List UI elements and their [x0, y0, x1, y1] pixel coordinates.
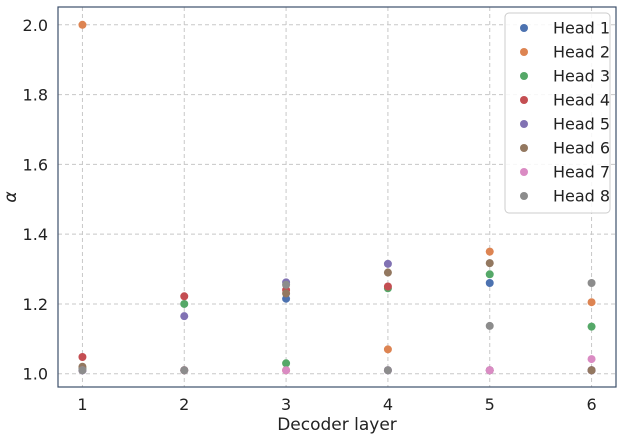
data-point: [383, 345, 392, 354]
data-point: [485, 366, 494, 375]
x-tick-label: 4: [383, 395, 393, 414]
legend-label: Head 4: [553, 91, 610, 110]
legend-label: Head 5: [553, 115, 610, 134]
data-point: [282, 366, 291, 375]
legend: Head 1 Head 2 Head 3 Head 4 Head 5 Head 6 Head…: [504, 12, 611, 214]
data-point: [78, 20, 87, 29]
legend-label: Head 7: [553, 163, 610, 182]
x-tick-label: 2: [179, 395, 189, 414]
y-tick-label: 1.4: [23, 225, 48, 244]
data-point: [180, 312, 189, 321]
legend-marker: [520, 24, 528, 32]
data-point: [282, 280, 291, 289]
data-point: [78, 366, 87, 375]
y-tick-label: 1.2: [23, 295, 48, 314]
legend-box: [504, 12, 611, 214]
data-points: [78, 20, 596, 375]
x-tick-label: 6: [586, 395, 596, 414]
legend-label: Head 3: [553, 67, 610, 86]
plot-frame: [57, 6, 617, 388]
x-tick-label: 1: [77, 395, 87, 414]
data-point: [383, 268, 392, 277]
data-point: [485, 279, 494, 288]
legend-label: Head 6: [553, 139, 610, 158]
y-tick-label: 2.0: [23, 16, 48, 35]
data-point: [587, 355, 596, 364]
data-point: [78, 352, 87, 361]
legend-marker: [520, 192, 528, 200]
data-point: [485, 259, 494, 268]
legend-marker: [520, 72, 528, 80]
x-tick-label: 5: [485, 395, 495, 414]
data-point: [282, 359, 291, 368]
y-tick-label: 1.6: [23, 155, 48, 174]
data-point: [383, 282, 392, 291]
x-axis-label: Decoder layer: [277, 415, 397, 435]
legend-marker: [520, 48, 528, 56]
x-tick-label: 3: [281, 395, 291, 414]
y-tick-label: 1.8: [23, 86, 48, 105]
legend-marker: [520, 120, 528, 128]
legend-label: Head 2: [553, 43, 610, 62]
data-point: [180, 292, 189, 301]
data-point: [587, 366, 596, 375]
data-point: [587, 298, 596, 307]
tick-labels: 1 2 3 4 5 6 1.0 1.2 1.4 1.6 1.8 2.0: [23, 16, 597, 414]
data-point: [485, 247, 494, 256]
data-point: [587, 279, 596, 288]
data-point: [383, 366, 392, 375]
data-point: [485, 270, 494, 279]
legend-label: Head 1: [553, 19, 610, 38]
legend-marker: [520, 168, 528, 176]
legend-label: Head 8: [553, 187, 610, 206]
data-point: [180, 366, 189, 375]
data-point: [485, 321, 494, 330]
data-point: [180, 299, 189, 308]
legend-marker: [520, 96, 528, 104]
data-point: [587, 322, 596, 331]
y-axis-label: α: [1, 191, 21, 202]
data-point: [282, 289, 291, 298]
y-tick-label: 1.0: [23, 365, 48, 384]
data-point: [383, 259, 392, 268]
legend-marker: [520, 144, 528, 152]
